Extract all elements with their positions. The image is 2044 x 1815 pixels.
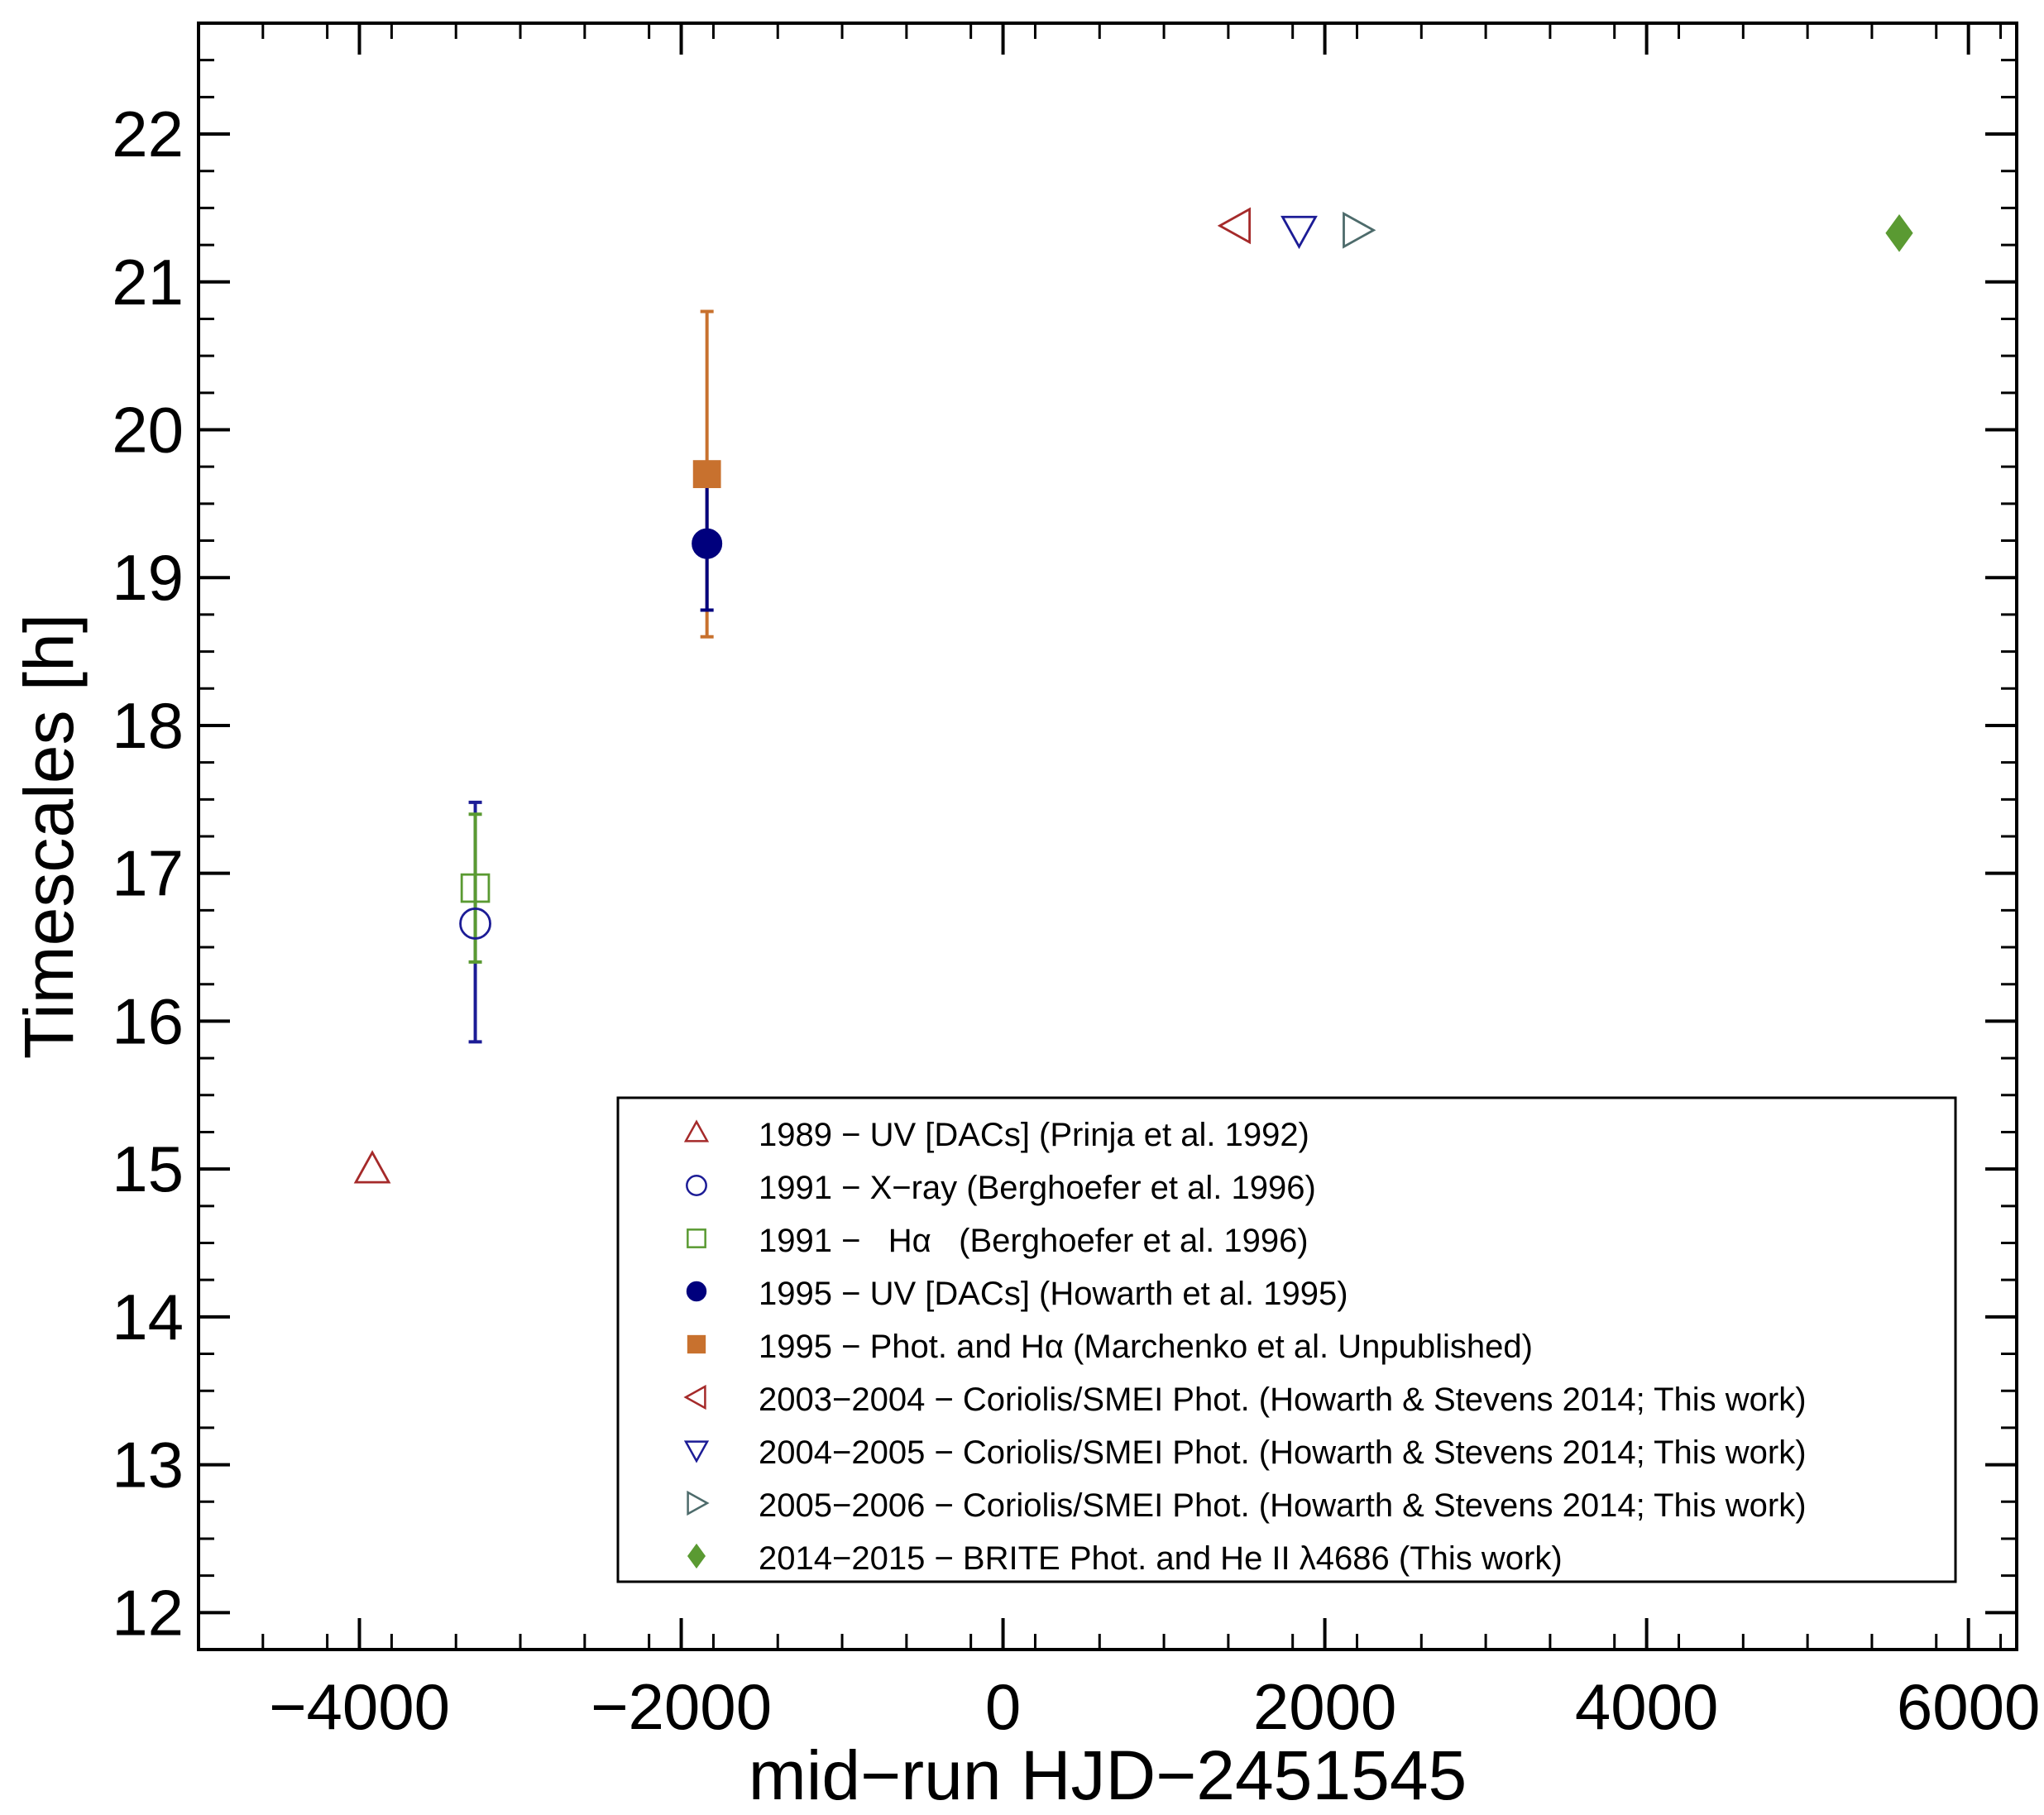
legend-entries: 1989 − UV [DACs] (Prinja et al. 1992) 199… — [683, 1117, 1807, 1577]
legend-box — [616, 1096, 1957, 1583]
legend-symbol-square-filled — [687, 1334, 706, 1354]
legend-symbol-triangle-down-open — [683, 1440, 710, 1463]
data-point-triangle-up-open — [353, 1150, 391, 1184]
y-tick-label: 12 — [112, 1576, 184, 1649]
legend-label: 2005−2006 − Coriolis/SMEI Phot. (Howarth… — [759, 1487, 1807, 1524]
x-tick-label: 4000 — [1575, 1670, 1719, 1743]
y-tick-label: 13 — [112, 1429, 184, 1501]
y-tick-label: 15 — [112, 1133, 184, 1205]
x-tick-label: −4000 — [269, 1670, 450, 1743]
data-point-square-filled — [692, 460, 721, 489]
y-tick-label: 14 — [112, 1281, 184, 1353]
data-point-circle-open — [459, 908, 491, 940]
y-axis-title: Timescales [h] — [10, 614, 88, 1059]
x-tick-label: 6000 — [1897, 1670, 2041, 1743]
plot-frame — [197, 22, 2018, 1651]
legend-label: 1995 − UV [DACs] (Howarth et al. 1995) — [759, 1276, 1348, 1312]
data-point-diamond-filled — [1885, 213, 1913, 252]
data-point-triangle-left-open — [1217, 207, 1252, 245]
legend-label: 1995 − Phot. and Hα (Marchenko et al. Un… — [759, 1329, 1533, 1365]
y-tick-label: 19 — [112, 541, 184, 614]
legend: 1989 − UV [DACs] (Prinja et al. 1992) 199… — [616, 1096, 1957, 1583]
data-point-triangle-right-open — [1343, 211, 1376, 249]
y-tick-label: 18 — [112, 689, 184, 762]
x-tick-label: −2000 — [591, 1670, 772, 1743]
y-tick-label: 21 — [112, 246, 184, 318]
data-point-square-open — [460, 873, 491, 903]
legend-label: 2004−2005 − Coriolis/SMEI Phot. (Howarth… — [759, 1434, 1807, 1471]
data-points — [353, 207, 1913, 1184]
y-tick-label: 17 — [112, 837, 184, 910]
legend-label: 2014−2015 − BRITE Phot. and He II λ4686 … — [759, 1540, 1563, 1577]
legend-label: 1991 − Hα (Berghoefer et al. 1996) — [759, 1223, 1309, 1259]
minor-ticks — [197, 22, 2017, 1651]
legend-symbol-diamond-filled — [687, 1543, 706, 1569]
legend-symbol-circle-filled — [686, 1281, 707, 1302]
legend-symbol-triangle-left-open — [683, 1384, 706, 1410]
legend-symbol-triangle-right-open — [687, 1490, 710, 1516]
legend-symbol-square-open — [687, 1228, 706, 1248]
legend-label: 1991 − X−ray (Berghoefer et al. 1996) — [759, 1170, 1316, 1206]
y-tick-label: 16 — [112, 984, 184, 1057]
y-tick-label: 20 — [112, 394, 184, 467]
x-tick-label: 0 — [985, 1670, 1021, 1743]
x-tick-labels: −4000 −2000 0 2000 4000 6000 — [269, 1670, 2040, 1743]
x-tick-label: 2000 — [1253, 1670, 1397, 1743]
legend-symbol-triangle-up-open — [683, 1119, 710, 1142]
legend-symbol-circle-open — [686, 1175, 707, 1196]
legend-label: 2003−2004 − Coriolis/SMEI Phot. (Howarth… — [759, 1382, 1807, 1418]
legend-label: 1989 − UV [DACs] (Prinja et al. 1992) — [759, 1117, 1309, 1153]
major-ticks — [199, 23, 2017, 1650]
y-tick-labels: 12 13 14 15 16 17 18 19 20 21 22 — [112, 98, 184, 1649]
y-tick-label: 22 — [112, 98, 184, 170]
data-point-triangle-down-open — [1280, 215, 1318, 250]
data-point-circle-filled — [692, 528, 723, 559]
x-axis-title: mid−run HJD−2451545 — [749, 1736, 1467, 1814]
